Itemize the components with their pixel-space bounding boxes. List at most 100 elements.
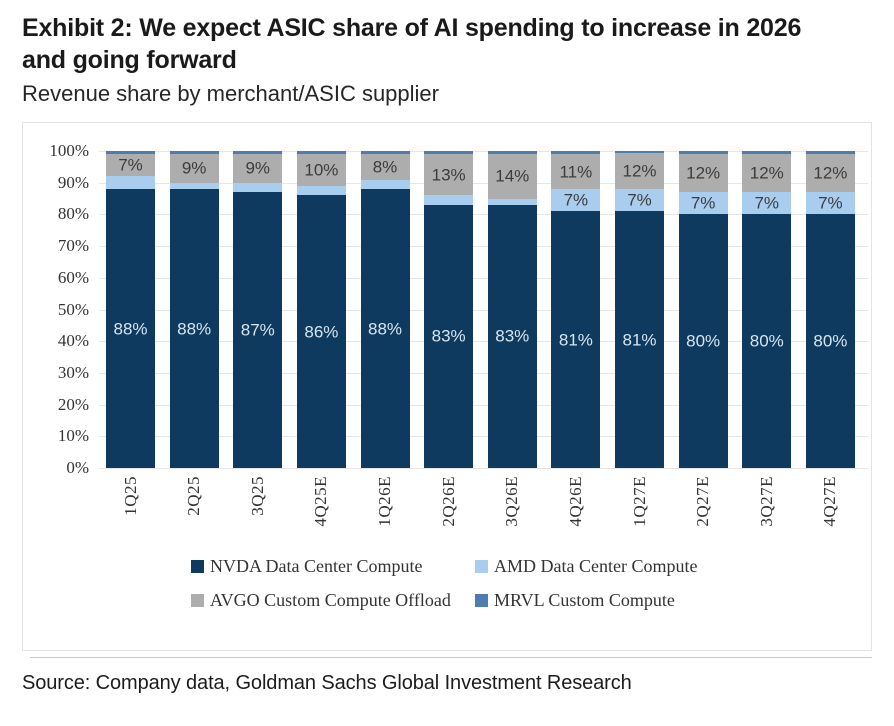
bar-value-label: 12% [749,163,784,183]
bar-segment: 12% [805,154,855,193]
y-tick-label: 0% [66,458,89,477]
bar-value-label: 9% [181,158,207,178]
grid-line [99,182,868,184]
bar-segment [678,151,728,155]
x-axis-slot: 1Q25 [106,476,155,516]
bar-value-label: 80% [813,331,848,351]
bar-value-label: 12% [622,161,657,181]
bar: 86% 10% [296,151,346,468]
bar-segment: 7% [551,189,601,212]
bar-segment [296,185,346,196]
bar: 88% 8% [360,151,410,468]
bar-value-label: 7% [754,193,780,213]
plot-area: 88% 7% 88% 9% 87% 9% 86% 10% 88% 8% 83% 13% 83% 14% 81… [99,151,868,469]
y-tick-label: 30% [57,362,89,382]
grid-line [99,468,868,469]
grid-line [99,404,868,406]
bar-segment: 10% [296,154,346,186]
y-tick-label: 10% [57,426,89,446]
x-axis-spacer [37,476,99,550]
bar-segment: 88% [360,189,410,468]
bar-segment [233,182,283,193]
bar-value-label: 88% [113,319,148,339]
legend-label: NVDA Data Center Compute [210,556,423,576]
bar-segment [424,151,474,155]
bar-segment [233,151,283,155]
grid-line [99,341,868,343]
bar-segment [424,195,474,205]
grid-line [99,214,868,216]
x-axis-label: 3Q26E [502,476,522,527]
page: Exhibit 2: We expect ASIC share of AI sp… [22,14,872,694]
grid-line [99,436,868,438]
bar-value-label: 86% [304,322,339,342]
bar: 88% 7% [106,151,155,468]
exhibit-subtitle: Revenue share by merchant/ASIC supplier [22,81,439,106]
legend-label: AMD Data Center Compute [494,556,698,576]
y-axis: 100% 90% 80% 70% 60% 50% 40% 30% 20% 10% 0% [37,141,99,477]
bar-segment [551,151,601,155]
bar-segment: 9% [169,154,219,183]
bar-segment [360,179,410,190]
legend-swatch [475,594,488,607]
bar-segment: 80% [678,214,728,468]
bar-segment: 7% [678,192,728,215]
legend-item: AVGO Custom Compute Offload [191,590,475,611]
legend-row: NVDA Data Center Compute AMD Data Center … [191,556,871,577]
bar: 80% 7% 12% [805,151,855,468]
grid-line [99,151,868,152]
legend-swatch [475,560,488,573]
x-axis-label: 4Q27E [820,476,840,527]
bar-segment [487,198,537,205]
x-axis-label: 4Q26E [565,476,585,527]
bar-value-label: 13% [431,165,466,185]
bar-value-label: 83% [431,326,466,346]
legend-item: AMD Data Center Compute [475,556,697,577]
bar-value-label: 83% [495,326,530,346]
bar-segment: 12% [615,152,664,190]
bar: 80% 7% 12% [742,151,792,468]
bar-segment: 12% [678,154,728,193]
bar-value-label: 80% [686,331,721,351]
bar-segment [169,182,219,190]
legend-label: AVGO Custom Compute Offload [210,590,451,610]
bar-value-label: 10% [304,160,339,180]
bar-value-label: 8% [372,157,398,177]
bar-segment: 13% [424,154,474,196]
bar-value-label: 9% [245,158,271,178]
bar-segment [169,151,219,155]
bars-container: 88% 7% 88% 9% 87% 9% 86% 10% 88% 8% 83% 13% 83% 14% 81… [99,151,868,468]
legend: NVDA Data Center Compute AMD Data Center … [191,556,871,611]
bar-segment: 81% [551,211,601,468]
bar-value-label: 81% [622,330,657,350]
y-tick-label: 60% [57,267,89,287]
bar-segment: 7% [106,154,155,177]
legend-swatch [191,594,204,607]
bar-segment [106,176,155,190]
y-tick-label: 90% [57,172,89,192]
x-axis-slot: 4Q27E [806,476,855,527]
bar: 83% 14% [487,151,537,468]
bar: 81% 7% 12% [615,151,664,468]
y-tick-label: 70% [57,236,89,256]
bar-segment [742,151,792,155]
bar-segment [487,151,537,155]
bar-segment [296,151,346,155]
chart-panel: 100% 90% 80% 70% 60% 50% 40% 30% 20% 10% 0% 88% 7% 8… [22,122,872,651]
bar-segment [615,151,664,153]
bar-value-label: 11% [559,162,593,182]
bar: 81% 7% 11% [551,151,601,468]
bar-value-label: 12% [813,163,848,183]
bar-segment: 87% [233,192,283,468]
bar-value-label: 7% [627,190,652,210]
bar-segment: 88% [106,189,155,468]
x-axis-label: 2Q26E [438,476,458,527]
bar-segment: 86% [296,195,346,468]
bar-value-label: 88% [177,319,212,339]
bar-segment: 7% [805,192,855,215]
bar-segment: 11% [551,154,601,190]
grid-line [99,277,868,279]
x-axis: 1Q25 2Q25 3Q25 4Q25E 1Q26E 2Q26E 3Q26E 4Q26E 1Q2… [99,476,868,550]
x-axis-slot: 4Q26E [551,476,600,527]
x-axis-slot: 3Q25 [233,476,282,516]
